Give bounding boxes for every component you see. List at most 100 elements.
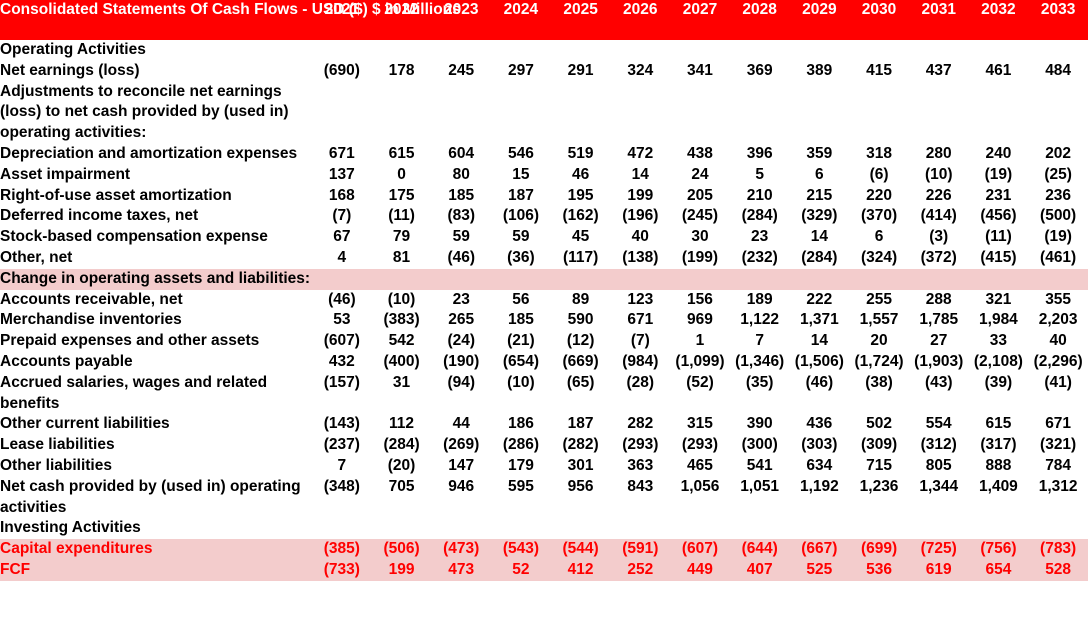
value-cell: 80 <box>452 165 470 183</box>
value-cell: 52 <box>512 560 530 578</box>
value-cell: 282 <box>627 415 654 433</box>
value-cell <box>730 40 790 61</box>
row-label: Investing Activities <box>0 519 141 537</box>
value-cell: (284) <box>741 207 778 225</box>
value-cell: 438 <box>687 144 713 162</box>
value-cell: 595 <box>507 477 534 495</box>
table-row: Prepaid expenses and other assets (607) 54… <box>0 331 1088 352</box>
value-cell: 30 <box>691 228 709 246</box>
value-cell <box>670 40 730 61</box>
value-cell <box>849 269 909 290</box>
value-cell: (35) <box>745 373 774 391</box>
value-cell: 502 <box>866 415 892 433</box>
value-cell <box>670 82 730 144</box>
value-cell: 1,192 <box>799 477 839 495</box>
value-cell: 432 <box>328 352 355 370</box>
value-cell: 24 <box>691 165 709 183</box>
table-row: Asset impairment 137 0 80 15 46 14 24 5 6 (6) (10) (… <box>0 165 1088 186</box>
value-cell: (19) <box>1044 228 1072 246</box>
value-cell: (2,108) <box>973 352 1023 370</box>
value-cell <box>372 518 432 539</box>
value-cell <box>610 40 670 61</box>
value-cell: 187 <box>507 186 534 204</box>
value-cell: (385) <box>323 540 360 558</box>
value-cell <box>610 82 670 144</box>
value-cell: 634 <box>806 456 833 474</box>
value-cell: 671 <box>328 144 355 162</box>
value-cell: (783) <box>1040 540 1077 558</box>
value-cell: 715 <box>866 456 892 474</box>
value-cell: 321 <box>985 290 1012 308</box>
value-cell: 280 <box>925 144 952 162</box>
value-cell <box>372 40 432 61</box>
value-cell: (138) <box>622 248 659 266</box>
value-cell: 185 <box>448 186 475 204</box>
value-cell: (3) <box>929 228 949 246</box>
value-cell: (317) <box>980 436 1017 454</box>
value-cell: 449 <box>687 560 713 578</box>
year-header: 2028 <box>742 1 777 18</box>
value-cell: (300) <box>741 436 778 454</box>
value-cell: 53 <box>333 311 351 329</box>
value-cell: 44 <box>452 415 470 433</box>
value-cell: 0 <box>397 165 406 183</box>
value-cell: 240 <box>985 144 1012 162</box>
value-cell: 359 <box>806 144 833 162</box>
value-cell: 843 <box>627 477 654 495</box>
value-cell: 369 <box>746 61 773 79</box>
value-cell: 27 <box>930 332 948 350</box>
value-cell: (43) <box>924 373 953 391</box>
value-cell: 590 <box>567 311 594 329</box>
value-cell <box>969 40 1029 61</box>
row-label: Other, net <box>0 248 73 266</box>
value-cell: 4 <box>337 248 347 266</box>
year-header: 2025 <box>563 1 598 18</box>
table-row: Lease liabilities (237) (284) (269) (286) (28… <box>0 435 1088 456</box>
value-cell: (10) <box>924 165 953 183</box>
value-cell: 604 <box>448 144 475 162</box>
value-cell <box>790 82 850 144</box>
value-cell <box>790 518 850 539</box>
value-cell: 436 <box>806 415 833 433</box>
value-cell: (1,506) <box>794 352 844 370</box>
value-cell: 168 <box>328 186 355 204</box>
row-label: Prepaid expenses and other assets <box>0 332 260 350</box>
value-cell: (36) <box>507 248 535 266</box>
value-cell: 1,236 <box>859 477 899 495</box>
header-row: Consolidated Statements Of Cash Flows - … <box>0 0 1088 40</box>
value-cell: (1,724) <box>854 352 904 370</box>
value-cell: (669) <box>562 352 599 370</box>
value-cell: 301 <box>567 456 594 474</box>
table-row: Accounts payable 432 (400) (190) (654) (669) (… <box>0 352 1088 373</box>
value-cell: (321) <box>1040 436 1077 454</box>
table-row: Change in operating assets and liabiliti… <box>0 268 1088 290</box>
value-cell: (162) <box>562 207 599 225</box>
value-cell: (232) <box>741 248 778 266</box>
value-cell: (46) <box>805 373 834 391</box>
value-cell <box>431 269 491 290</box>
value-cell: (690) <box>323 61 360 79</box>
value-cell: (157) <box>323 373 360 391</box>
value-cell: (607) <box>323 332 360 350</box>
value-cell <box>1028 269 1088 290</box>
value-cell: (11) <box>985 228 1012 246</box>
value-cell: 546 <box>507 144 534 162</box>
value-cell: 112 <box>389 415 415 433</box>
value-cell <box>670 518 730 539</box>
value-cell: (415) <box>980 248 1017 266</box>
value-cell: (7) <box>332 207 352 225</box>
value-cell: 195 <box>567 186 594 204</box>
value-cell: 1,122 <box>740 311 780 329</box>
value-cell <box>790 269 850 290</box>
value-cell: (286) <box>502 436 540 454</box>
table-row: Adjustments to reconcile net earnings (l… <box>0 82 1088 144</box>
value-cell: (756) <box>980 540 1017 558</box>
value-cell: (984) <box>622 352 659 370</box>
value-cell: 541 <box>746 456 773 474</box>
value-cell: 1,371 <box>799 311 839 329</box>
table-row: FCF (733) 199 473 52 412 252 449 407 525 536 619 654… <box>0 559 1088 581</box>
value-cell: 202 <box>1045 144 1072 162</box>
table-title: Consolidated Statements Of Cash Flows - … <box>0 1 461 18</box>
value-cell: (284) <box>383 436 420 454</box>
row-label: Asset impairment <box>0 165 131 183</box>
